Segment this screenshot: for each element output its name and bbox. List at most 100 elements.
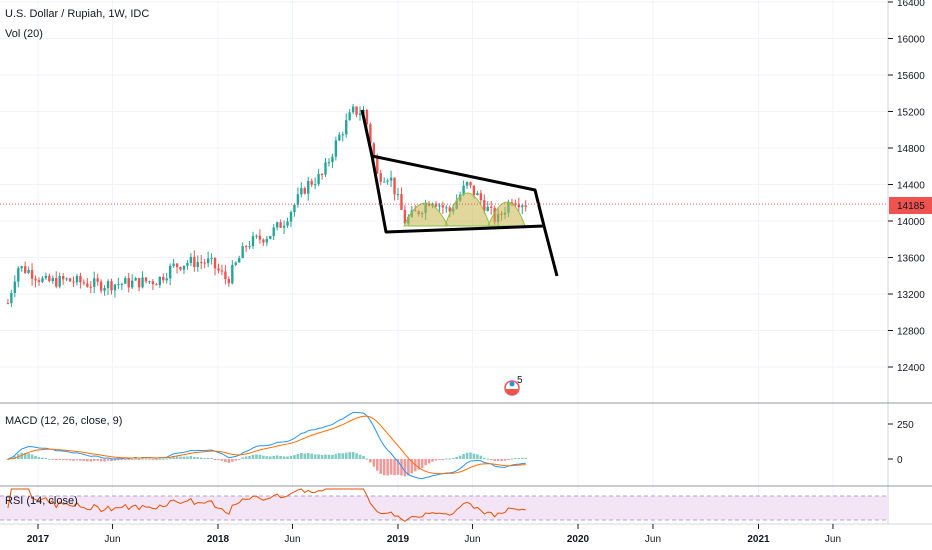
macd-tick-250: 250 bbox=[897, 420, 914, 431]
macd-hist-bar-49 bbox=[175, 456, 179, 459]
candle-body-84 bbox=[296, 194, 300, 205]
macd-hist-bar-148 bbox=[517, 458, 521, 460]
macd-hist-bar-99 bbox=[348, 452, 351, 459]
price-tick-12800: 12800 bbox=[897, 327, 925, 338]
candle-body-88 bbox=[310, 181, 313, 185]
candle-body-39 bbox=[141, 277, 144, 288]
candle-body-126 bbox=[441, 205, 445, 208]
time-label-5: Jun bbox=[464, 534, 480, 545]
rsi-band bbox=[0, 496, 888, 520]
candle-body-87 bbox=[307, 181, 310, 194]
macd-hist-bar-72 bbox=[255, 454, 258, 459]
earnings-event-icon[interactable]: 5 bbox=[504, 375, 523, 396]
volume-label[interactable]: Vol (20) bbox=[5, 28, 43, 40]
candle-body-80 bbox=[282, 225, 286, 228]
candle-body-19 bbox=[72, 281, 75, 283]
candle-body-59 bbox=[210, 257, 213, 259]
macd-hist-bar-113 bbox=[396, 459, 400, 475]
candle-body-57 bbox=[203, 262, 206, 264]
macd-hist-bar-89 bbox=[313, 454, 317, 459]
macd-hist-bar-136 bbox=[476, 454, 479, 459]
candle-body-27 bbox=[99, 281, 103, 291]
macd-hist-bar-57 bbox=[203, 457, 206, 459]
macd-hist-bar-91 bbox=[320, 454, 324, 459]
candle-body-77 bbox=[272, 227, 275, 236]
candle-body-81 bbox=[286, 221, 289, 226]
macd-hist-bar-5 bbox=[23, 452, 27, 459]
candle-body-55 bbox=[196, 262, 199, 267]
macd-hist-bar-64 bbox=[227, 459, 231, 464]
symbol-title[interactable]: U.S. Dollar / Rupiah, 1W, IDC bbox=[5, 8, 149, 20]
macd-hist-bar-79 bbox=[279, 455, 282, 459]
macd-hist-bar-27 bbox=[99, 459, 103, 462]
macd-hist-bar-132 bbox=[462, 454, 465, 459]
price-tick-12400: 12400 bbox=[897, 363, 925, 374]
price-tick-15200: 15200 bbox=[897, 108, 925, 119]
candle-body-110 bbox=[386, 180, 389, 182]
time-label-8: 2021 bbox=[747, 534, 770, 545]
candle-body-99 bbox=[348, 112, 351, 121]
macd-hist-bar-63 bbox=[224, 459, 227, 463]
candle-body-34 bbox=[124, 278, 127, 284]
macd-hist-bar-24 bbox=[89, 459, 93, 462]
candle-body-7 bbox=[30, 270, 34, 279]
candle-body-12 bbox=[48, 275, 51, 282]
macd-hist-bar-81 bbox=[286, 456, 289, 459]
time-label-9: Jun bbox=[825, 534, 841, 545]
candle-body-107 bbox=[376, 157, 379, 174]
macd-hist-bar-13 bbox=[51, 459, 55, 460]
macd-hist-bar-128 bbox=[448, 458, 452, 460]
macd-hist-bar-138 bbox=[483, 457, 486, 459]
candle-body-150 bbox=[524, 205, 527, 207]
last-price-tag: 14185 bbox=[889, 197, 932, 214]
candle-body-29 bbox=[106, 281, 110, 289]
macd-hist-bar-130 bbox=[455, 456, 458, 459]
macd-hist-bar-94 bbox=[331, 454, 334, 459]
macd-hist-bar-66 bbox=[234, 459, 238, 461]
candle-body-21 bbox=[79, 275, 82, 283]
macd-hist-bar-33 bbox=[120, 459, 124, 461]
macd-hist-bar-146 bbox=[510, 458, 514, 460]
macd-hist-bar-8 bbox=[34, 455, 37, 459]
macd-hist-bar-51 bbox=[182, 456, 186, 459]
macd-hist-bar-36 bbox=[130, 459, 134, 460]
price-tick-13200: 13200 bbox=[897, 290, 925, 301]
candle-body-22 bbox=[82, 282, 86, 284]
candle-body-148 bbox=[517, 204, 521, 208]
macd-hist-bar-111 bbox=[389, 459, 393, 475]
candle-body-83 bbox=[293, 204, 296, 213]
macd-hist-bar-114 bbox=[400, 459, 403, 476]
candles bbox=[6, 104, 527, 307]
macd-hist-bar-103 bbox=[362, 455, 365, 459]
time-label-2: 2018 bbox=[207, 534, 230, 545]
candle-body-0 bbox=[6, 303, 10, 305]
candle-body-109 bbox=[382, 181, 386, 183]
candle-body-45 bbox=[162, 276, 165, 281]
candle-body-9 bbox=[37, 280, 41, 282]
candle-body-16 bbox=[61, 276, 65, 280]
macd-hist-bar-112 bbox=[393, 459, 396, 476]
candle-body-98 bbox=[345, 120, 348, 135]
candle-body-11 bbox=[44, 275, 48, 279]
macd-label[interactable]: MACD (12, 26, close, 9) bbox=[5, 415, 122, 427]
macd-hist-bar-38 bbox=[137, 459, 141, 460]
candle-body-106 bbox=[372, 143, 376, 158]
macd-hist-bar-97 bbox=[341, 453, 345, 459]
macd-hist-bar-67 bbox=[237, 459, 241, 460]
candle-body-50 bbox=[179, 267, 182, 270]
macd-hist-bar-25 bbox=[92, 459, 96, 461]
macd-hist-bar-58 bbox=[206, 457, 210, 459]
time-label-1: Jun bbox=[104, 534, 120, 545]
price-tick-16400: 16400 bbox=[897, 0, 925, 9]
rsi-label[interactable]: RSI (14, close) bbox=[5, 495, 78, 507]
candle-body-35 bbox=[127, 278, 130, 288]
candle-body-115 bbox=[403, 209, 407, 224]
signal-line bbox=[7, 415, 526, 475]
macd-hist-bar-11 bbox=[44, 457, 48, 459]
candle-body-13 bbox=[51, 278, 54, 282]
candle-body-24 bbox=[89, 286, 92, 288]
macd-hist-bar-84 bbox=[296, 453, 300, 459]
macd-hist-bar-69 bbox=[244, 456, 248, 459]
candle-body-38 bbox=[137, 278, 141, 288]
